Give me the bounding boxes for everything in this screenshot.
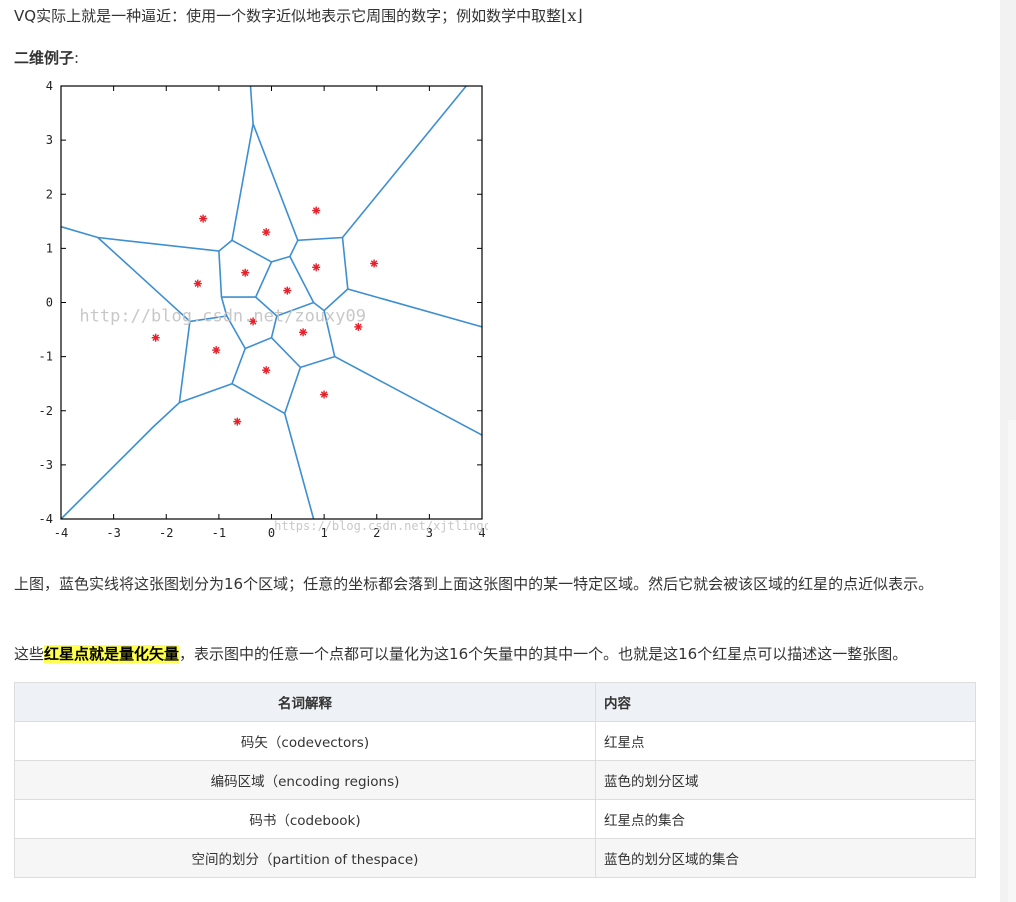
- content-cell: 红星点: [595, 721, 976, 761]
- section-heading: 二维例子:: [14, 46, 79, 70]
- voronoi-edge: [231, 239, 299, 263]
- floor-expression: ⌊x⌋: [561, 6, 583, 25]
- codevector-point: [354, 322, 363, 331]
- codevector-point: [312, 206, 321, 215]
- intro-paragraph: VQ实际上就是一种逼近：使用一个数字近似地表示它周围的数字；例如数学中取整⌊x⌋: [14, 4, 583, 28]
- term-cell: 码矢（codevectors): [14, 721, 596, 761]
- codevector-point: [370, 259, 379, 268]
- x-tick-label: 2: [373, 526, 380, 540]
- table-row: 编码区域（encoding regions) 蓝色的划分区域: [14, 760, 976, 800]
- voronoi-edge: [60, 236, 191, 520]
- terms-table: 名词解释 内容 码矢（codevectors) 红星点 编码区域（encodin…: [14, 682, 976, 878]
- voronoi-edge: [289, 256, 315, 303]
- x-tick-label: -1: [212, 526, 226, 540]
- voronoi-diagram: -4 -3 -2 -1 0 1 2 3 4 4 3 2 1 0 -1 -2 -3 -4 http://blog.c…: [39, 79, 513, 540]
- section-heading-colon: :: [74, 49, 80, 67]
- y-tick-label: 4: [46, 79, 53, 93]
- voronoi-figure: -4 -3 -2 -1 0 1 2 3 4 4 3 2 1 0 -1 -2 -3 -4 http://blog.c…: [28, 78, 513, 548]
- codevector-point: [299, 328, 308, 337]
- voronoi-edge: [283, 413, 315, 520]
- table-header-row: 名词解释 内容: [14, 682, 976, 722]
- voronoi-edge: [221, 261, 273, 298]
- codevector-point: [320, 390, 329, 399]
- x-tick-label: 1: [321, 526, 328, 540]
- table-row: 码书（codebook) 红星点的集合: [14, 799, 976, 839]
- codevector-point: [262, 366, 271, 375]
- voronoi-edge: [226, 315, 278, 350]
- codevector-point: [193, 279, 202, 288]
- x-tick-label: -3: [106, 526, 120, 540]
- quantization-paragraph: 这些红星点就是量化矢量，表示图中的任意一个点都可以量化为这16个矢量中的其中一个…: [14, 642, 907, 666]
- codevector-point: [151, 333, 160, 342]
- x-tick-label: 0: [268, 526, 275, 540]
- table-row: 空间的划分（partition of thespace) 蓝色的划分区域的集合: [14, 838, 976, 878]
- voronoi-edge: [334, 355, 483, 436]
- codevector-point: [249, 317, 258, 326]
- codevector-point: [262, 228, 271, 237]
- watermark-csdn: https://blog.csdn.net/xjtlingcecq: [274, 519, 488, 533]
- voronoi-edge: [60, 85, 254, 252]
- y-tick-label: 2: [46, 187, 53, 201]
- header-term: 名词解释: [14, 682, 596, 722]
- table-row: 码矢（codevectors) 红星点: [14, 721, 976, 761]
- x-tick-label: -4: [54, 526, 68, 540]
- codevector-point: [199, 214, 208, 223]
- x-tick-label: 4: [478, 526, 485, 540]
- content-cell: 蓝色的划分区域的集合: [595, 838, 976, 878]
- term-cell: 码书（codebook): [14, 799, 596, 839]
- intro-text: VQ实际上就是一种逼近：使用一个数字近似地表示它周围的数字；例如数学中取整: [14, 7, 562, 25]
- y-tick-label: 0: [46, 296, 53, 310]
- header-content: 内容: [595, 682, 976, 722]
- voronoi-edge: [252, 85, 467, 242]
- scrollbar-thumb[interactable]: [1008, 420, 1016, 902]
- codevector-point: [241, 268, 250, 277]
- quant-highlight: 红星点就是量化矢量: [44, 645, 180, 663]
- watermark-zouxy09: http://blog.csdn.net/zouxy09: [79, 306, 366, 326]
- x-tick-label: -2: [159, 526, 173, 540]
- y-tick-label: -3: [39, 458, 53, 472]
- figure-description: 上图，蓝色实线将这张图划分为16个区域；任意的坐标都会落到上面这张图中的某一特定…: [14, 575, 934, 593]
- section-heading-text: 二维例子: [14, 49, 75, 67]
- y-tick-label: 3: [46, 133, 53, 147]
- voronoi-edge: [189, 251, 228, 323]
- y-tick-label: -4: [39, 512, 53, 526]
- quant-suffix: ，表示图中的任意一个点都可以量化为这16个矢量中的其中一个。也就是这16个红星点…: [179, 645, 908, 663]
- codevector-point: [283, 286, 292, 295]
- x-tick-label: 3: [426, 526, 433, 540]
- voronoi-edge: [270, 310, 336, 369]
- codevector-point: [233, 417, 242, 426]
- y-tick-label: -1: [39, 350, 53, 364]
- quant-prefix: 这些: [14, 645, 45, 663]
- page-scrollbar[interactable]: [1000, 0, 1016, 902]
- codevector-point: [212, 346, 221, 355]
- content-cell: 红星点的集合: [595, 799, 976, 839]
- term-cell: 空间的划分（partition of thespace): [14, 838, 596, 878]
- content-cell: 蓝色的划分区域: [595, 760, 976, 800]
- voronoi-edge: [231, 367, 302, 415]
- y-tick-label: -2: [39, 404, 53, 418]
- plot-frame: [60, 85, 483, 520]
- codevector-point: [312, 263, 321, 272]
- term-cell: 编码区域（encoding regions): [14, 760, 596, 800]
- voronoi-edge: [179, 348, 246, 404]
- y-tick-label: 1: [46, 241, 53, 255]
